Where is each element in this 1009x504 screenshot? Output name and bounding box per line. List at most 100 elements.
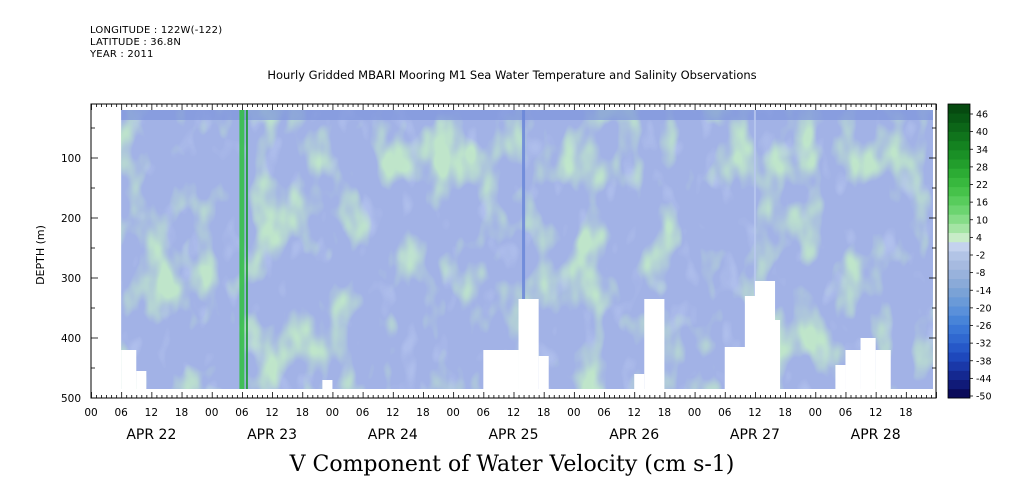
colorbar-swatch [948,159,970,169]
colorbar-swatch [948,361,970,371]
y-axis-label: DEPTH (m) [34,225,47,285]
missing-data-gap-5 [518,299,539,390]
x-tick-label: 06 [114,407,128,419]
longitude-label: LONGITUDE : 122W(-122) [90,25,223,36]
x-tick-label: 18 [416,407,429,419]
colorbar-label: 22 [976,180,988,191]
streak-core-apr23-06 [245,110,248,389]
x-tick-label: 18 [899,407,912,419]
colorbar-label: 28 [976,162,988,173]
x-tick-label: 06 [477,407,491,419]
x-tick-label: 00 [567,407,580,419]
x-tick-label: 00 [446,407,459,419]
colorbar-label: 16 [976,198,988,209]
colorbar-frame [947,103,971,399]
colorbar-label: -8 [976,268,985,279]
x-tick-label: 00 [205,407,218,419]
x-tick-label: 00 [84,407,97,419]
colorbar-label: -26 [976,321,992,332]
latitude-label: LATITUDE : 36.8N [90,37,182,48]
colorbar-label: 4 [976,233,982,244]
missing-data-gap-1 [121,350,137,390]
colorbar-swatch [948,122,970,132]
colorbar-swatch [948,251,970,261]
x-tick-label: 06 [235,407,249,419]
colorbar-swatch [948,205,970,215]
colorbar-swatch [948,324,970,335]
colorbar-swatch [948,177,970,188]
x-tick-label: 12 [628,407,641,419]
colorbar-swatch [948,296,970,307]
y-tick-label: 400 [61,333,81,345]
streak-apr23-06 [239,110,245,389]
missing-data-gap-12 [764,320,781,390]
y-tick-label: 100 [61,153,81,165]
colorbar-swatch [948,388,970,399]
colorbar-label: -50 [976,392,992,403]
plot-frame [90,103,937,399]
missing-data-gap-8 [644,299,665,390]
x-tick-label: 18 [658,407,671,419]
colorbar-label: 46 [976,110,988,121]
plot-area [121,110,933,390]
colorbar-swatch [948,232,970,243]
x-tick-label: 18 [778,407,791,419]
streak-apr25-14 [522,110,526,389]
x-tick-label: 18 [175,407,188,419]
colorbar-label: -44 [976,374,992,385]
colorbar-label: -38 [976,356,992,367]
missing-data-gap-14 [845,350,861,390]
colorbar-swatch [948,352,970,362]
variable-label: V Component of Water Velocity (cm s-1) [289,452,735,477]
colorbar-swatch [948,113,970,123]
missing-data-gap-3 [322,380,333,390]
missing-data-gap-2 [136,371,147,390]
colorbar-swatch [948,342,970,353]
colorbar-swatch [948,214,970,224]
colorbar-swatch [948,241,970,252]
x-tick-label: 00 [688,407,701,419]
x-tick-label: 00 [326,407,339,419]
colorbar-swatch [948,370,970,381]
year-label: YEAR : 2011 [90,49,154,60]
x-day-label: APR 22 [126,427,176,443]
colorbar-label: -2 [976,251,985,262]
x-tick-label: 00 [809,407,822,419]
colorbar-swatch [948,278,970,289]
x-tick-label: 06 [356,407,370,419]
missing-data-gap-7 [634,374,645,390]
colorbar-label: -14 [976,286,992,297]
surface-band [121,110,933,120]
x-tick-label: 12 [145,407,158,419]
axes: DEPTH (m) 00 06 12 18 00 06 12 18 00 06 12 18 00 06 12… [34,103,937,443]
colorbar-swatch [948,149,970,160]
colorbar-swatch [948,223,970,234]
streak-apr27-12 [753,110,756,389]
colorbar-swatch [948,269,970,279]
x-tick-label: 12 [386,407,399,419]
colorbar-swatch [948,315,970,325]
x-tick-label: 06 [718,407,732,419]
colorbar-swatch [948,260,970,270]
x-tick-label: 06 [839,407,853,419]
colorbar-swatch [948,379,970,390]
x-tick-label: 18 [537,407,550,419]
colorbar: 46 40 34 28 22 16 10 4 -2 -8 -14 -20 -26 -32 -38 -44 -50 [947,103,992,403]
y-tick-label: 200 [61,213,81,225]
x-day-label: APR 24 [368,427,418,443]
x-tick-label: 06 [597,407,611,419]
colorbar-swatch [948,287,970,298]
x-tick-label: 12 [869,407,882,419]
missing-data-gap-6 [538,356,549,390]
colorbar-swatch [948,333,970,344]
colorbar-swatch [948,195,970,206]
colorbar-swatch [948,168,970,178]
chart-title: Hourly Gridded MBARI Mooring M1 Sea Wate… [267,68,757,82]
colorbar-label: -32 [976,339,992,350]
missing-data-gap-15 [860,338,876,390]
x-day-label: APR 25 [488,427,538,443]
x-day-label: APR 23 [247,427,297,443]
y-tick-label: 300 [61,273,81,285]
x-tick-label: 12 [507,407,520,419]
